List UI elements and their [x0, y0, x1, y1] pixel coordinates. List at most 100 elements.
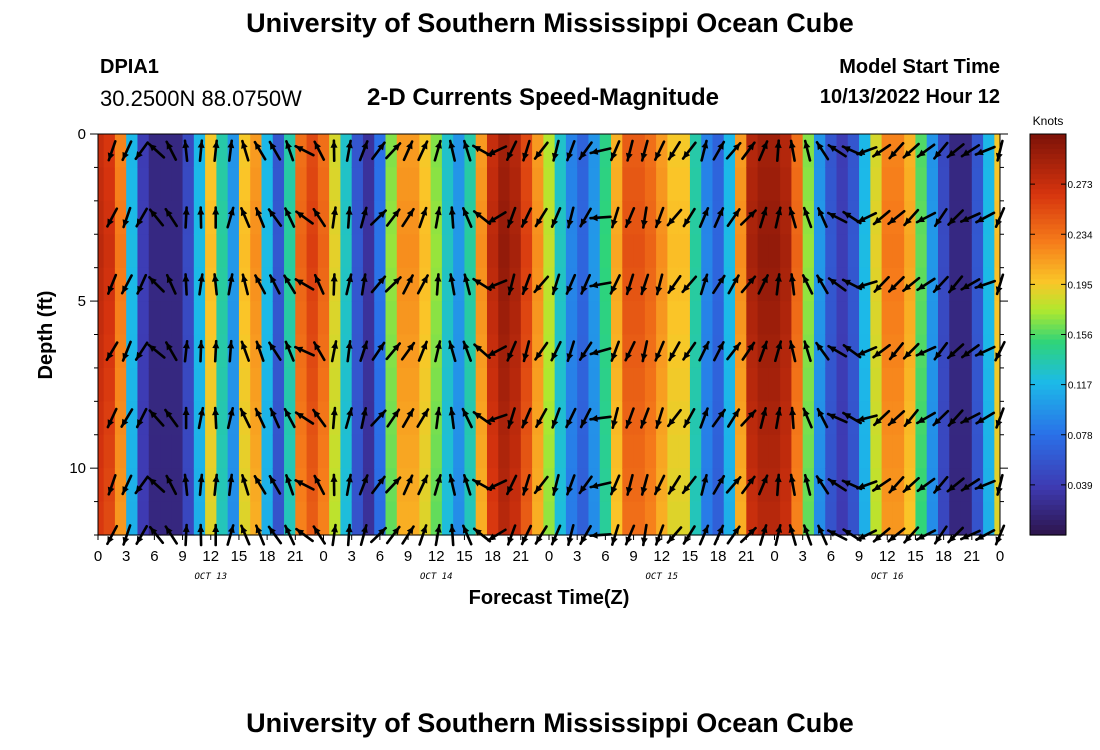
- colorbar-segment: [1030, 439, 1066, 446]
- heat-cell: [126, 501, 139, 536]
- heat-cell: [137, 267, 150, 302]
- heat-cell: [498, 434, 511, 469]
- heat-cell: [588, 367, 601, 402]
- heat-cell: [160, 401, 172, 436]
- x-tick-label: 21: [738, 548, 755, 565]
- current-arrow: [699, 273, 709, 296]
- colorbar-tick-label: 0.234: [1067, 230, 1092, 241]
- heat-cell: [611, 267, 623, 302]
- heat-cell: [577, 301, 590, 336]
- current-arrow: [345, 273, 353, 296]
- colorbar-segment: [1030, 199, 1066, 205]
- heat-cell: [238, 301, 251, 336]
- heat-cell: [678, 200, 691, 235]
- x-tick-label: 15: [907, 548, 924, 565]
- heat-cell: [836, 434, 849, 469]
- heat-cell: [216, 334, 229, 369]
- heat-cell: [836, 367, 849, 402]
- heat-cell: [859, 367, 871, 402]
- heat-cell: [813, 468, 826, 503]
- heat-cell: [656, 401, 668, 436]
- heat-cell: [611, 301, 623, 336]
- current-arrow: [463, 273, 472, 296]
- current-arrow: [856, 211, 878, 224]
- current-arrow: [726, 408, 741, 428]
- heat-cell: [926, 200, 939, 235]
- heat-cell: [543, 200, 556, 235]
- current-arrow: [589, 347, 612, 356]
- heat-cell: [329, 501, 342, 536]
- current-arrow: [827, 277, 847, 292]
- heat-cell: [870, 434, 883, 469]
- heat-cell: [813, 501, 826, 536]
- current-arrow: [773, 340, 783, 363]
- heat-cell: [870, 167, 883, 202]
- heat-cell: [114, 267, 127, 302]
- heat-cell: [148, 501, 161, 536]
- heat-cell: [644, 501, 657, 536]
- heat-cell: [137, 468, 150, 503]
- colorbar-segment: [1030, 374, 1066, 381]
- heat-cell: [599, 367, 612, 402]
- heat-cell: [250, 234, 263, 269]
- current-arrow: [268, 341, 282, 361]
- current-arrow: [959, 212, 981, 223]
- heat-cell: [768, 200, 781, 235]
- heat-cell: [599, 434, 612, 469]
- heat-cell: [453, 167, 466, 202]
- current-arrow: [960, 478, 981, 492]
- heat-cell: [847, 234, 860, 269]
- current-arrow: [284, 340, 295, 362]
- heat-cell: [881, 334, 894, 369]
- colorbar-segment: [1030, 464, 1066, 471]
- current-arrow: [713, 207, 725, 228]
- current-arrow: [550, 340, 562, 362]
- heat-cell: [656, 200, 668, 235]
- heat-cell: [768, 367, 781, 402]
- current-arrow: [711, 408, 727, 428]
- x-tick-label: 6: [827, 548, 835, 565]
- current-arrow: [241, 473, 250, 496]
- heat-cell: [408, 301, 420, 336]
- current-arrow: [402, 474, 414, 496]
- current-arrow: [725, 475, 742, 494]
- x-tick-label: 9: [855, 548, 863, 565]
- heat-cell: [802, 434, 815, 469]
- heat-cell: [306, 367, 319, 402]
- current-arrow: [960, 412, 981, 424]
- heat-cell: [408, 367, 420, 402]
- current-arrow: [974, 479, 996, 490]
- heat-cell: [870, 200, 883, 235]
- current-arrow: [522, 139, 531, 162]
- current-arrow: [330, 473, 338, 497]
- current-arrow: [164, 207, 178, 228]
- heat-cell: [329, 301, 342, 336]
- heat-cell: [656, 468, 668, 503]
- heat-cell: [904, 434, 917, 469]
- heat-cell: [926, 234, 939, 269]
- current-arrow: [960, 278, 981, 291]
- current-arrow: [385, 342, 402, 361]
- heat-cell: [712, 167, 725, 202]
- current-arrow: [741, 341, 756, 361]
- heat-cell: [205, 134, 217, 169]
- heat-cell: [306, 267, 319, 302]
- heat-cell: [622, 234, 635, 269]
- heat-cell: [554, 501, 567, 536]
- colorbar-segment: [1030, 404, 1066, 411]
- current-arrow: [589, 414, 612, 422]
- heat-cell: [193, 301, 206, 336]
- colorbar-segment: [1030, 504, 1066, 511]
- current-arrow: [640, 139, 649, 162]
- heat-cell: [216, 301, 229, 336]
- current-arrow: [520, 207, 533, 228]
- current-arrow: [212, 406, 219, 430]
- heat-cell: [768, 334, 781, 369]
- heat-cell: [126, 367, 139, 402]
- colorbar-segment: [1030, 234, 1066, 240]
- heat-cell: [464, 267, 477, 302]
- heat-cell: [825, 468, 838, 503]
- heat-cell: [340, 234, 353, 269]
- heat-cell: [622, 200, 635, 235]
- heat-cell: [453, 134, 466, 169]
